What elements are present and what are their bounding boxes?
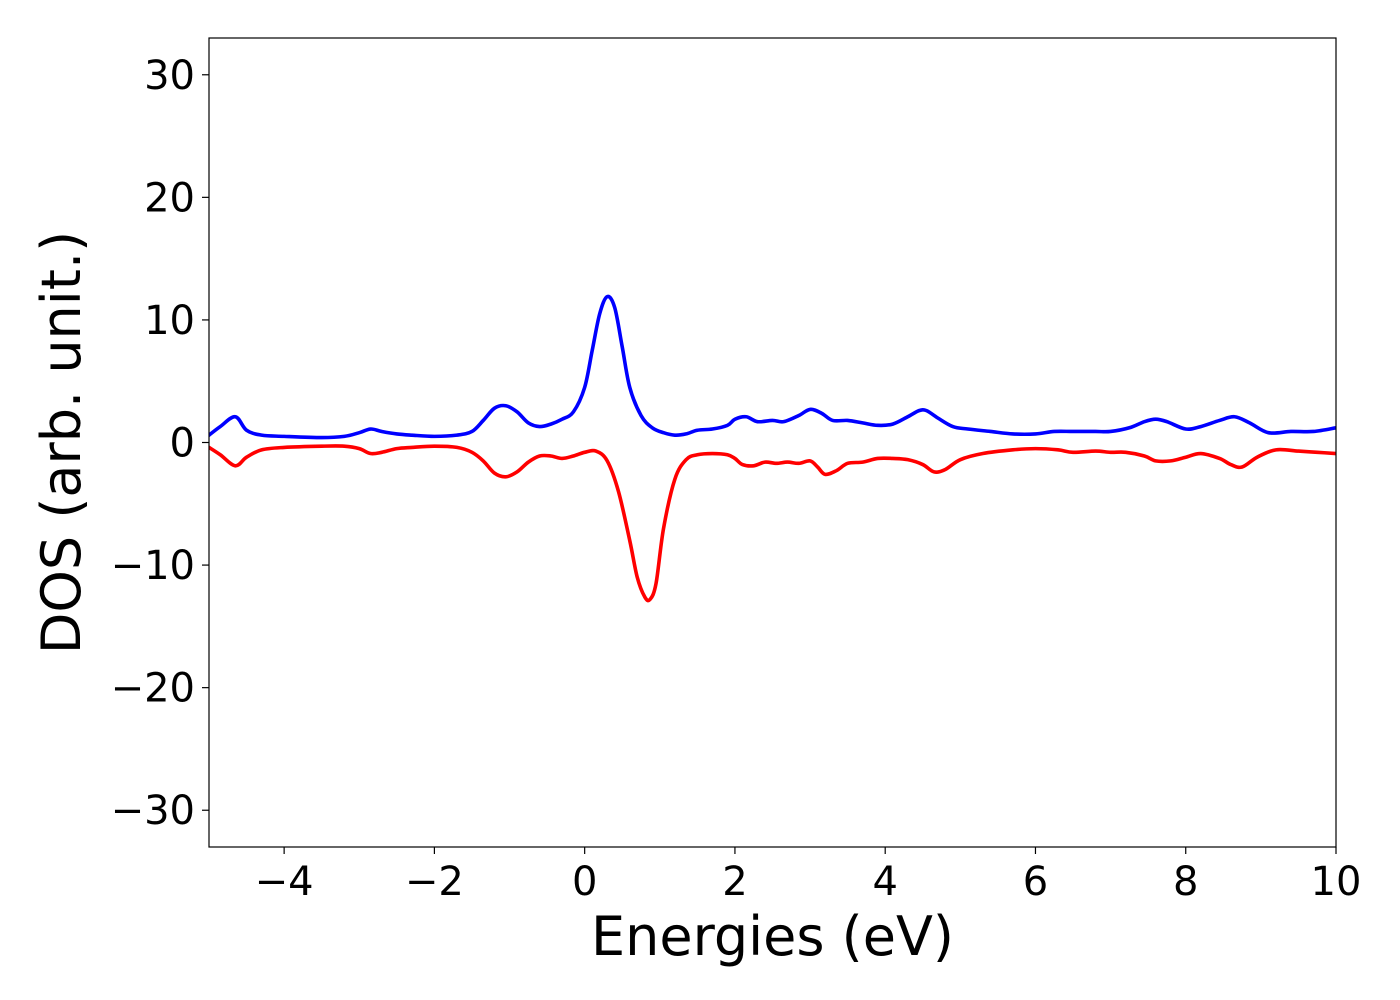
- y-tick-label: −30: [111, 788, 195, 834]
- x-tick-label: 4: [872, 859, 897, 905]
- y-tick-label: 30: [144, 53, 195, 99]
- y-tick-label: −20: [111, 666, 195, 712]
- x-tick-label: 8: [1173, 859, 1198, 905]
- plot-frame: [208, 37, 1337, 848]
- x-tick-label: −2: [405, 859, 464, 905]
- x-tick-label: 6: [1023, 859, 1048, 905]
- y-tick-label: 10: [144, 298, 195, 344]
- plot-series: [209, 294, 1336, 603]
- x-tick-label: 10: [1311, 859, 1362, 905]
- x-axis-label: Energies (eV): [591, 905, 954, 968]
- x-tick-label: −4: [255, 859, 314, 905]
- y-axis-label: DOS (arb. unit.): [30, 231, 93, 654]
- y-axis-ticks: −30 −20 −10 0 10 20 30: [111, 53, 209, 834]
- series-line-spin-down: [209, 444, 1336, 603]
- x-tick-label: 2: [722, 859, 747, 905]
- y-tick-label: −10: [111, 543, 195, 589]
- x-axis-ticks: −4 −2 0 2 4 6 8 10: [255, 847, 1362, 905]
- y-tick-label: 0: [170, 421, 195, 467]
- x-tick-label: 0: [572, 859, 597, 905]
- series-line-spin-up: [209, 294, 1336, 440]
- y-tick-label: 20: [144, 175, 195, 221]
